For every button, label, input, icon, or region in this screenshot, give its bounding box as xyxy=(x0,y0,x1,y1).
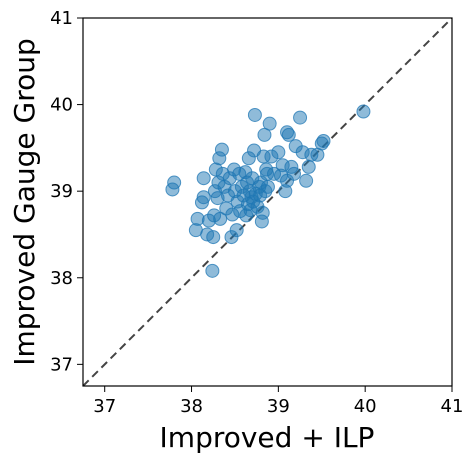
scatter-point xyxy=(271,145,286,160)
y-tick-label: 37 xyxy=(50,354,73,375)
scatter-point xyxy=(262,116,277,131)
scatter-point xyxy=(229,223,244,238)
x-axis-label: Improved + ILP xyxy=(160,421,375,454)
y-tick-label: 38 xyxy=(50,268,73,289)
scatter-point xyxy=(293,110,308,125)
x-tick-label: 41 xyxy=(441,396,464,417)
y-tick-label: 41 xyxy=(50,8,73,29)
scatter-point xyxy=(213,211,228,226)
y-axis-label: Improved Gauge Group xyxy=(8,38,41,366)
scatter-point xyxy=(214,142,229,157)
points-layer xyxy=(165,104,371,278)
y-tick-label: 40 xyxy=(50,95,73,116)
x-tick-label: 38 xyxy=(180,396,203,417)
x-tick-label: 40 xyxy=(354,396,377,417)
scatter-point xyxy=(205,263,220,278)
scatter-point xyxy=(281,127,296,142)
x-tick-label: 39 xyxy=(267,396,290,417)
reference-line-layer xyxy=(83,18,452,386)
scatter-point xyxy=(316,133,331,148)
scatter-point xyxy=(247,107,262,122)
diagonal-reference-line xyxy=(83,18,452,386)
scatter-point xyxy=(260,179,275,194)
scatter-point xyxy=(356,104,371,119)
scatter-point xyxy=(255,205,270,220)
scatter-point xyxy=(167,175,182,190)
x-tick-label: 37 xyxy=(93,396,116,417)
scatter-point xyxy=(206,230,221,245)
x-axis: 37 38 39 40 41 xyxy=(93,386,463,417)
y-tick-label: 39 xyxy=(50,181,73,202)
scatter-point xyxy=(299,173,314,188)
y-axis: 37 38 39 40 41 xyxy=(50,8,83,375)
scatter-point xyxy=(286,166,301,181)
scatter-point xyxy=(257,127,272,142)
scatter-point xyxy=(301,159,316,174)
scatter-point xyxy=(196,190,211,205)
scatter-point xyxy=(196,171,211,186)
plot-frame xyxy=(82,17,453,387)
